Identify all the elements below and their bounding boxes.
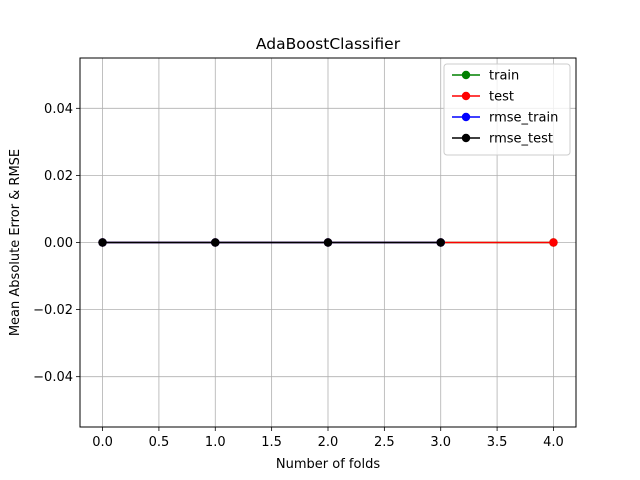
- data-point-rmse_test: [211, 238, 220, 247]
- legend-label: rmse_test: [489, 132, 553, 147]
- x-tick-label: 4.0: [543, 435, 564, 450]
- y-tick-label: −0.02: [33, 303, 73, 318]
- legend-label: rmse_train: [489, 111, 558, 126]
- data-point-rmse_test: [436, 238, 445, 247]
- legend-item-test: test: [452, 90, 514, 105]
- data-point-rmse_test: [323, 238, 333, 247]
- legend-swatch-marker: [461, 133, 471, 143]
- data-point-test: [549, 238, 558, 247]
- legend-item-train: train: [452, 69, 519, 84]
- y-tick-label: −0.04: [33, 370, 73, 385]
- legend: train test rmse_train rmse_test: [443, 63, 571, 156]
- y-tick-label: 0.04: [44, 102, 73, 117]
- legend-item-rmse_test: rmse_test: [452, 132, 553, 147]
- x-tick-label: 0.5: [149, 435, 170, 450]
- y-tick-label: 0.00: [44, 236, 73, 251]
- x-axis-label: Number of folds: [276, 457, 380, 472]
- data-point-rmse_test: [98, 238, 107, 247]
- chart-title: AdaBoostClassifier: [256, 35, 401, 53]
- y-tick-label: 0.02: [44, 169, 73, 184]
- tick-layer: 0.0 0.5 1.0 1.5 2.0 2.5 3.0 3.5 4.0 −0.04 −0.02 0.0…: [33, 102, 564, 450]
- x-tick-label: 2.0: [318, 435, 339, 450]
- legend-box: [443, 63, 571, 156]
- x-tick-label: 0.0: [92, 435, 113, 450]
- legend-swatch-marker: [461, 112, 471, 122]
- legend-label: test: [489, 90, 514, 105]
- x-tick-label: 1.0: [205, 435, 226, 450]
- x-tick-label: 3.5: [487, 435, 508, 450]
- series-rmse_test: [98, 238, 445, 247]
- x-tick-label: 2.5: [374, 435, 395, 450]
- y-axis-label: Mean Absolute Error & RMSE: [8, 149, 23, 336]
- legend-label: train: [489, 69, 519, 84]
- legend-swatch-marker: [461, 91, 471, 101]
- x-tick-label: 1.5: [261, 435, 282, 450]
- x-tick-label: 3.0: [430, 435, 451, 450]
- legend-swatch-marker: [461, 70, 471, 80]
- legend-item-rmse_train: rmse_train: [452, 111, 558, 126]
- series-layer: [98, 238, 558, 247]
